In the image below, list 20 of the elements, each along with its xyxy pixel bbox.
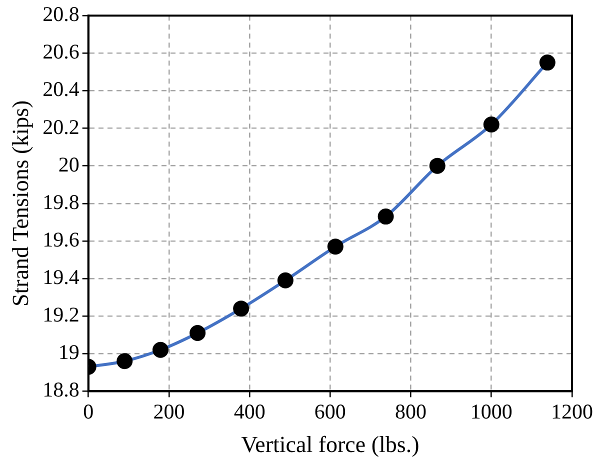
y-tick-label: 20.8: [42, 2, 80, 26]
x-tick-label: 1000: [470, 399, 512, 424]
y-tick-label: 20: [58, 152, 80, 176]
y-tick-label: 19: [58, 340, 80, 364]
x-tick-label: 800: [395, 399, 427, 424]
y-axis-title: Strand Tensions (kips): [8, 100, 33, 307]
y-tick-label: 20.6: [42, 40, 80, 64]
y-tick-label: 19.4: [42, 265, 80, 290]
y-tick-label: 18.8: [42, 378, 80, 402]
x-tick-label: 400: [234, 399, 266, 424]
x-tick-label: 600: [314, 399, 346, 424]
y-tick-label: 20.2: [42, 114, 80, 139]
x-tick-label: 200: [153, 399, 185, 424]
x-tick-label: 1200: [551, 399, 593, 424]
y-tick-label: 19.8: [42, 190, 80, 214]
x-tick-label: 0: [83, 399, 94, 424]
x-axis-title: Vertical force (lbs.): [241, 432, 420, 458]
y-tick-label: 19.2: [42, 302, 80, 327]
y-tick-label: 20.4: [42, 77, 80, 102]
y-tick-label: 19.6: [42, 227, 80, 252]
